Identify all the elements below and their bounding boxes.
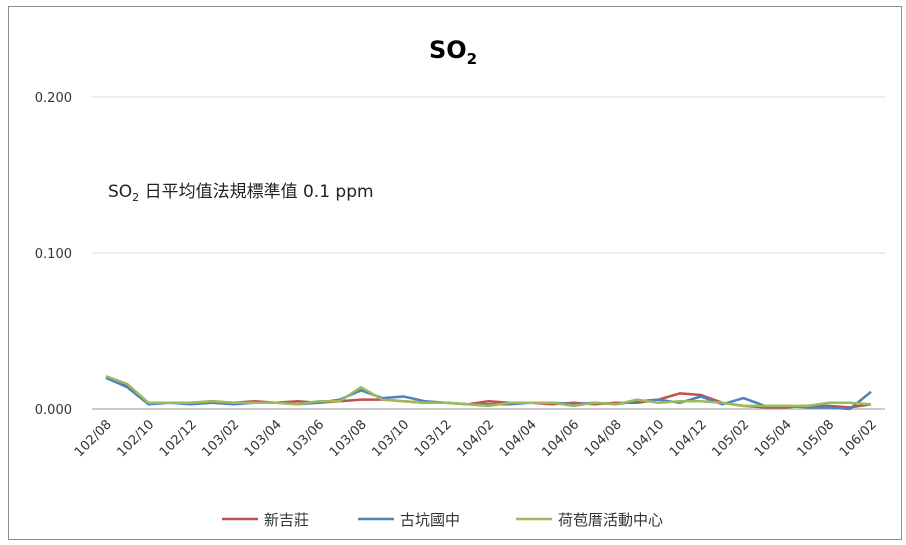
x-tick-label: 102/10: [114, 417, 157, 460]
x-tick-label: 103/08: [327, 417, 370, 460]
x-tick-label: 103/12: [412, 417, 455, 460]
annotation-subscript: 2: [132, 191, 139, 204]
legend: 新吉莊 古坑國中 荷苞厝活動中心: [222, 511, 663, 529]
series-line: [105, 375, 872, 408]
standard-annotation: SO2 日平均值法規標準值 0.1 ppm: [108, 182, 374, 204]
chart-title-main: SO: [429, 36, 467, 64]
x-tick-label: 103/02: [199, 417, 242, 460]
y-tick-labels: 0.000 0.100 0.200: [35, 91, 72, 418]
x-tick-label: 104/04: [497, 417, 540, 460]
legend-label: 新吉莊: [264, 511, 309, 529]
chart-frame: [8, 6, 902, 540]
y-tick-label: 0.000: [35, 403, 72, 418]
series-lines: [105, 375, 872, 411]
y-tick-label: 0.100: [35, 247, 72, 262]
annotation-prefix: SO: [108, 182, 132, 202]
x-tick-label: 102/08: [72, 417, 115, 460]
x-tick-label: 103/06: [284, 417, 327, 460]
x-tick-label: 104/06: [539, 417, 582, 460]
x-tick-label: 104/08: [582, 417, 625, 460]
annotation-text: 日平均值法規標準值 0.1 ppm: [139, 182, 373, 202]
x-tick-label: 105/02: [709, 417, 752, 460]
gridlines: [92, 96, 885, 410]
chart-title: SO2: [429, 36, 477, 68]
x-tick-label: 102/12: [157, 417, 200, 460]
legend-label: 古坑國中: [400, 511, 460, 529]
x-tick-label: 104/10: [624, 417, 667, 460]
legend-label: 荷苞厝活動中心: [558, 511, 663, 529]
x-tick-label: 105/04: [752, 417, 795, 460]
x-tick-label: 103/04: [242, 417, 285, 460]
series-line: [105, 376, 872, 411]
x-tick-label: 106/02: [837, 417, 880, 460]
chart-title-subscript: 2: [467, 50, 477, 68]
y-tick-label: 0.200: [35, 91, 72, 106]
x-tick-label: 104/02: [454, 417, 497, 460]
x-tick-label: 105/08: [794, 417, 837, 460]
x-tick-labels: 102/08 102/10 102/12 103/02 103/04 103/06 103/…: [72, 417, 880, 460]
x-tick-label: 103/10: [369, 417, 412, 460]
x-tick-label: 104/12: [667, 417, 710, 460]
